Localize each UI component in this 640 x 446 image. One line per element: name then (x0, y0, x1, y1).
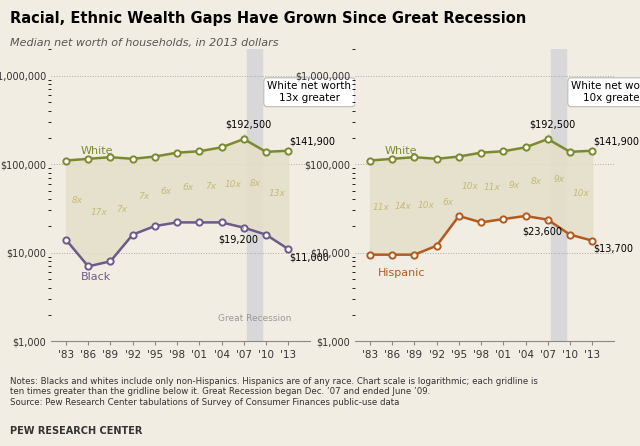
Bar (248, 49, 262, 341)
Text: 13x: 13x (269, 189, 285, 198)
Text: 11x: 11x (372, 203, 390, 212)
Text: $19,200: $19,200 (218, 227, 258, 244)
Text: White: White (81, 146, 113, 157)
Text: Racial, Ethnic Wealth Gaps Have Grown Since Great Recession: Racial, Ethnic Wealth Gaps Have Grown Si… (10, 11, 526, 26)
Text: 8x: 8x (72, 196, 83, 205)
Text: 7x: 7x (116, 205, 127, 214)
Text: Median net worth of households, in 2013 dollars: Median net worth of households, in 2013 … (10, 38, 278, 48)
Text: 8x: 8x (531, 177, 542, 186)
Text: 14x: 14x (395, 202, 412, 211)
Text: White: White (385, 146, 417, 157)
Text: 6x: 6x (161, 187, 172, 196)
Text: 17x: 17x (91, 208, 108, 217)
Text: $13,700: $13,700 (594, 244, 634, 254)
Text: 9x: 9x (554, 175, 564, 184)
Text: 6x: 6x (182, 183, 194, 192)
Text: 7x: 7x (205, 182, 216, 191)
Text: $141,900: $141,900 (594, 136, 639, 146)
Text: $141,900: $141,900 (290, 136, 335, 146)
Text: $192,500: $192,500 (529, 120, 575, 136)
Text: $192,500: $192,500 (225, 120, 271, 136)
Text: 10x: 10x (573, 189, 589, 198)
Bar (552, 49, 566, 341)
Text: $11,000: $11,000 (290, 252, 330, 262)
Text: 11x: 11x (484, 183, 500, 192)
Text: PEW RESEARCH CENTER: PEW RESEARCH CENTER (10, 426, 142, 436)
Text: $23,600: $23,600 (522, 220, 562, 236)
Text: 10x: 10x (417, 202, 434, 211)
Text: Great Recession: Great Recession (218, 314, 292, 323)
Text: Hispanic: Hispanic (378, 268, 425, 277)
Text: 7x: 7x (138, 192, 149, 201)
Text: 8x: 8x (250, 179, 260, 188)
Text: Black: Black (81, 272, 111, 281)
Text: 10x: 10x (224, 180, 241, 190)
Text: White net worth
10x greater: White net worth 10x greater (572, 82, 640, 103)
Text: Notes: Blacks and whites include only non-Hispanics. Hispanics are of any race. : Notes: Blacks and whites include only no… (10, 377, 538, 407)
Text: 9x: 9x (509, 181, 520, 190)
Text: White net worth
13x greater: White net worth 13x greater (268, 82, 351, 103)
Text: 6x: 6x (442, 198, 453, 207)
Text: 10x: 10x (461, 182, 479, 191)
